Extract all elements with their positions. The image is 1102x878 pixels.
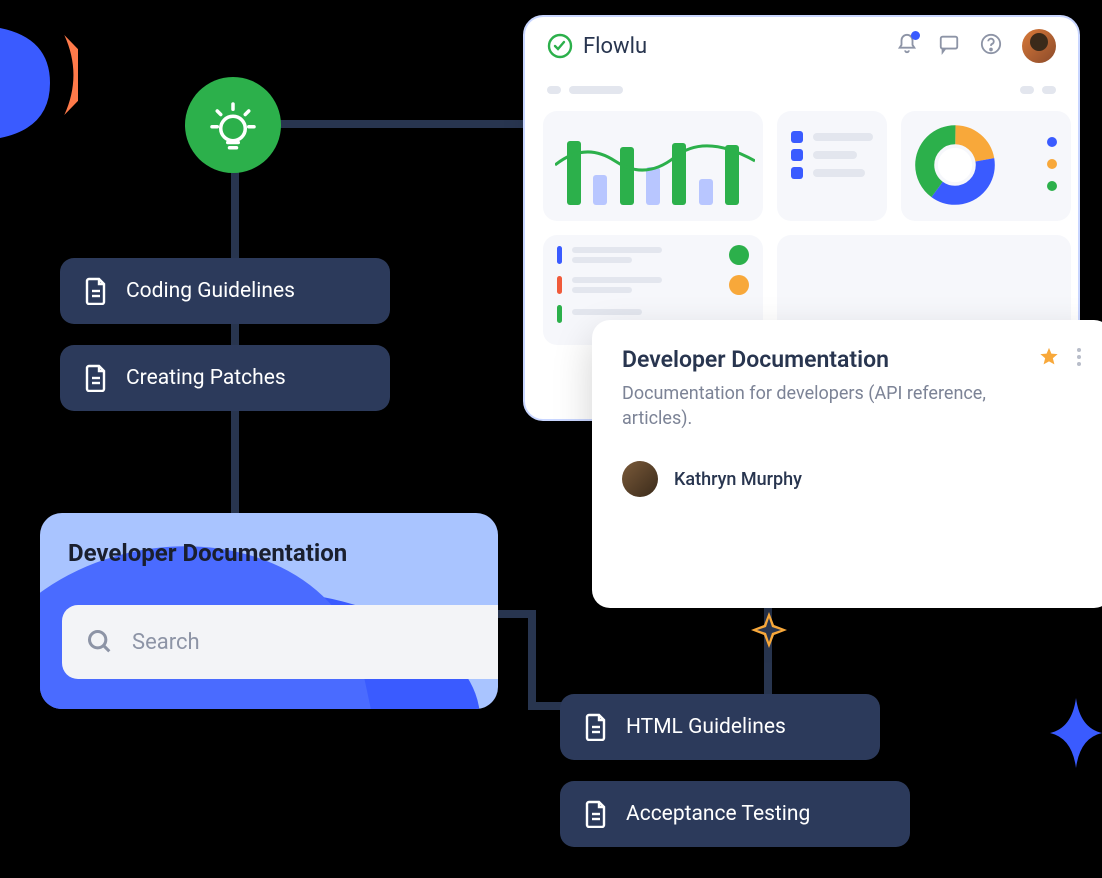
connector-corner-1 [528, 610, 536, 710]
search-card-title: Developer Documentation [68, 539, 347, 567]
search-icon [86, 628, 114, 656]
search-placeholder: Search [132, 630, 200, 655]
pill-label: Creating Patches [126, 366, 286, 390]
legend-dot [1047, 181, 1057, 191]
legend-dot [1047, 137, 1057, 147]
sparkle-blue-icon [1050, 698, 1102, 772]
doc-card-title: Developer Documentation [622, 346, 1038, 373]
star-icon[interactable] [1038, 346, 1060, 372]
doc-pill-creating-patches[interactable]: Creating Patches [60, 345, 390, 411]
brand-name: Flowlu [583, 34, 647, 59]
donut-chart-icon [915, 125, 995, 205]
chart-widget[interactable] [543, 111, 763, 221]
corner-arrow-orange [14, 30, 78, 124]
pill-label: Acceptance Testing [626, 802, 810, 826]
help-icon[interactable] [980, 33, 1002, 59]
sparkle-orange-icon [749, 610, 789, 654]
pill-label: Coding Guidelines [126, 279, 295, 303]
chat-icon[interactable] [938, 33, 960, 59]
brand: Flowlu [547, 33, 647, 59]
idea-node [185, 77, 281, 173]
chart-wave [555, 135, 755, 185]
dashboard-subheader [525, 75, 1078, 105]
connector-horizontal-1 [280, 120, 528, 128]
legend-dot [1047, 159, 1057, 169]
doc-pill-coding-guidelines[interactable]: Coding Guidelines [60, 258, 390, 324]
donut-widget[interactable] [901, 111, 1071, 221]
document-icon [584, 800, 608, 828]
dashboard-header: Flowlu [525, 17, 1078, 75]
more-icon[interactable] [1076, 347, 1082, 371]
author-name: Kathryn Murphy [674, 469, 802, 490]
doc-pill-acceptance-testing[interactable]: Acceptance Testing [560, 781, 910, 847]
search-input[interactable]: Search [62, 605, 498, 679]
doc-detail-card: Developer Documentation Documentation fo… [592, 320, 1102, 608]
list-widget[interactable] [777, 111, 887, 221]
doc-card-subtitle: Documentation for developers (API refere… [622, 381, 1038, 431]
search-card: Developer Documentation Search [40, 513, 498, 709]
brand-logo-icon [547, 33, 573, 59]
user-avatar[interactable] [1022, 29, 1056, 63]
document-icon [84, 277, 108, 305]
pill-label: HTML Guidelines [626, 715, 786, 739]
doc-pill-html-guidelines[interactable]: HTML Guidelines [560, 694, 880, 760]
notifications-icon[interactable] [896, 33, 918, 59]
author-avatar [622, 461, 658, 497]
document-icon [584, 713, 608, 741]
document-icon [84, 364, 108, 392]
